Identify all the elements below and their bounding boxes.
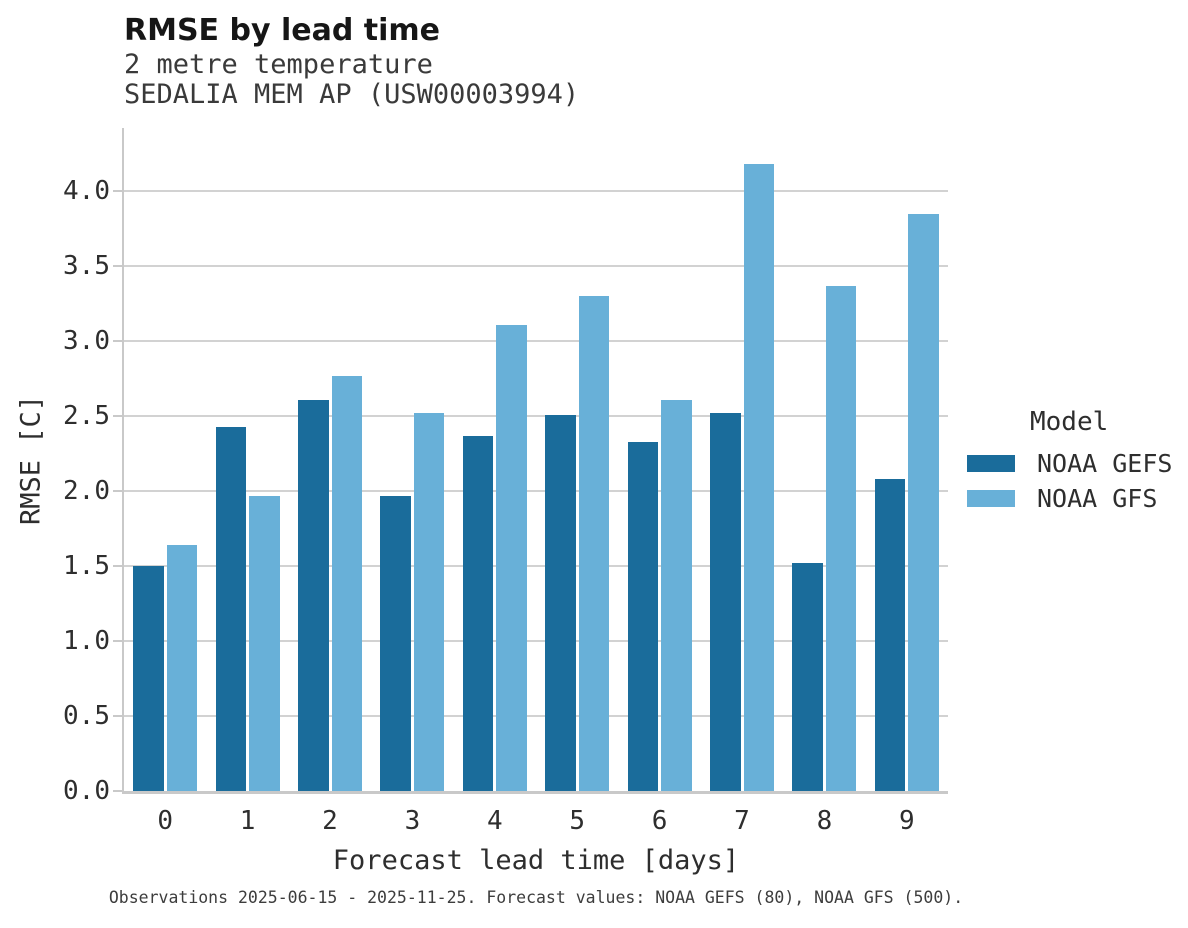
gridline-2.0 — [124, 490, 948, 492]
x-tick-label-2: 2 — [322, 806, 338, 836]
bar-noaa-gfs-lead-5 — [578, 296, 610, 791]
legend-swatch-noaa-gfs — [967, 490, 1015, 507]
y-tick-mark-2.5 — [113, 415, 122, 417]
gridline-1.0 — [124, 640, 948, 642]
bar-noaa-gefs-lead-2 — [298, 399, 329, 791]
bar-noaa-gfs-lead-2 — [331, 375, 362, 791]
gridline-3.5 — [124, 265, 948, 267]
bar-noaa-gfs-lead-0 — [166, 545, 198, 791]
gridline-1.5 — [124, 565, 948, 567]
bar-noaa-gfs-lead-1 — [249, 495, 280, 791]
bar-noaa-gefs-lead-5 — [545, 414, 576, 791]
legend-item-noaa-gfs: NOAA GFS — [967, 481, 1172, 516]
legend-title: Model — [1030, 407, 1109, 437]
gridline-0.5 — [124, 715, 948, 717]
x-axis-title: Forecast lead time [days] — [332, 845, 740, 876]
legend: Model NOAA GEFS NOAA GFS — [967, 406, 1172, 516]
y-tick-label-1.0: 1.0 — [63, 626, 110, 656]
bar-noaa-gfs-lead-3 — [413, 413, 445, 791]
bar-noaa-gfs-lead-9 — [908, 213, 939, 791]
bar-noaa-gfs-lead-4 — [496, 324, 527, 791]
y-tick-label-3.0: 3.0 — [63, 326, 110, 356]
x-tick-label-9: 9 — [898, 806, 915, 836]
y-tick-label-3.5: 3.5 — [63, 251, 110, 281]
chart-title: RMSE by lead time — [124, 13, 440, 48]
x-tick-label-0: 0 — [157, 806, 174, 836]
bar-noaa-gefs-lead-6 — [627, 441, 659, 791]
y-tick-label-1.5: 1.5 — [63, 551, 110, 581]
x-tick-label-4: 4 — [486, 806, 503, 836]
plot-area: 0.0 0.5 1.0 1.5 2.0 2.5 3.0 3.5 4.0 0 1 2 3 4 5 6 7 8 9 — [63, 128, 948, 836]
bar-noaa-gefs-lead-7 — [710, 413, 741, 791]
bar-noaa-gefs-lead-4 — [462, 435, 494, 791]
bar-noaa-gefs-lead-1 — [215, 426, 247, 791]
x-axis-spine — [122, 791, 948, 794]
bar-noaa-gfs-lead-7 — [743, 164, 774, 791]
y-tick-mark-2.0 — [113, 490, 122, 492]
y-tick-label-2.0: 2.0 — [63, 476, 110, 506]
legend-label-noaa-gefs: NOAA GEFS — [1037, 449, 1173, 478]
gridline-4.0 — [124, 190, 948, 192]
bar-noaa-gefs-lead-0 — [133, 566, 164, 791]
x-tick-label-5: 5 — [569, 806, 586, 836]
bar-noaa-gefs-lead-3 — [380, 495, 411, 791]
bar-noaa-gfs-lead-8 — [825, 285, 857, 791]
gridline-3.0 — [124, 340, 948, 342]
y-tick-label-4.0: 4.0 — [63, 176, 110, 206]
chart-subtitle-station: SEDALIA MEM AP (USW00003994) — [124, 79, 580, 110]
y-tick-mark-1.5 — [113, 565, 122, 567]
chart-subtitle-variable: 2 metre temperature — [124, 49, 433, 80]
y-tick-mark-3.5 — [113, 265, 122, 267]
footnote: Observations 2025-06-15 - 2025-11-25. Fo… — [108, 888, 964, 907]
y-tick-mark-3.0 — [113, 340, 122, 342]
y-tick-mark-0.0 — [113, 790, 122, 792]
legend-label-noaa-gfs: NOAA GFS — [1037, 484, 1158, 513]
bar-noaa-gefs-lead-9 — [874, 479, 906, 791]
y-tick-mark-4.0 — [113, 190, 122, 192]
y-tick-label-0.5: 0.5 — [63, 701, 110, 731]
legend-swatch-noaa-gefs — [967, 455, 1015, 472]
bar-noaa-gfs-lead-6 — [661, 399, 692, 791]
y-tick-mark-0.5 — [113, 715, 122, 717]
bar-noaa-gefs-lead-8 — [792, 563, 823, 791]
legend-item-noaa-gefs: NOAA GEFS — [967, 446, 1172, 481]
y-tick-label-0.0: 0.0 — [63, 776, 110, 806]
y-axis-title: RMSE [C] — [15, 394, 47, 526]
y-tick-mark-1.0 — [113, 640, 122, 642]
x-tick-label-6: 6 — [651, 806, 668, 836]
x-tick-label-3: 3 — [404, 806, 421, 836]
x-tick-label-8: 8 — [816, 806, 833, 836]
y-axis-spine — [122, 128, 124, 794]
y-tick-label-2.5: 2.5 — [63, 401, 110, 431]
gridline-2.5 — [124, 415, 948, 417]
x-tick-label-7: 7 — [734, 806, 750, 836]
x-tick-label-1: 1 — [239, 806, 256, 836]
